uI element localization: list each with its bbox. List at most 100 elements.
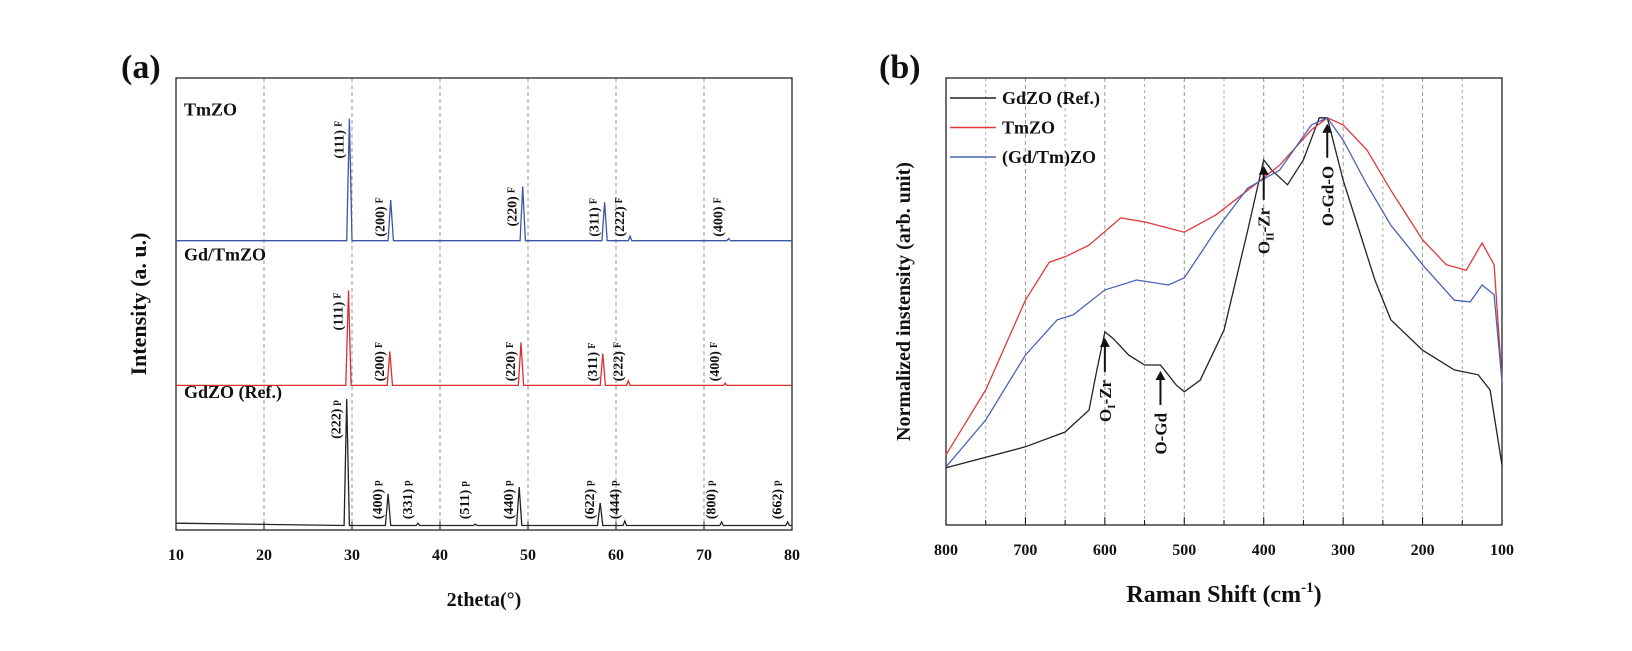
peak-label-sub: F (333, 121, 344, 127)
peak-label: (400) F (712, 197, 727, 236)
series-label: Gd/TmZO (184, 244, 266, 264)
peak-label: (200) F (374, 197, 389, 236)
annotation: OII-Zr (1255, 207, 1277, 254)
peak-label: (311) F (586, 343, 601, 382)
series-line (945, 117, 1503, 469)
x-tick-label: 600 (1093, 542, 1117, 559)
peak-label: (400) p (371, 480, 386, 519)
peak-label-sub: F (375, 197, 386, 203)
peak-label: (800) p (705, 480, 720, 519)
peak-label-text: (222) (613, 206, 628, 237)
arrow-head (1258, 165, 1269, 175)
peak-label-text: (222) (330, 408, 345, 439)
peak-label-text: (220) (504, 351, 519, 382)
annotation: O-Gd (1151, 412, 1170, 454)
peak-label-text: (220) (506, 196, 521, 227)
peak-label-text: (331) (401, 489, 416, 520)
peak-label-text: (200) (374, 206, 389, 237)
plot-frame (175, 77, 793, 531)
annotation: O-Gd-O (1318, 166, 1337, 226)
peak-label-sub: p (772, 480, 783, 486)
x-tick-label: 300 (1331, 542, 1355, 559)
peak-label: (220) F (506, 187, 521, 226)
peak-label-sub: p (331, 400, 342, 406)
annotation: OI-Zr (1096, 379, 1118, 422)
annotation-text: O-Gd (1151, 412, 1170, 454)
x-tick-label: 70 (696, 547, 712, 564)
peak-label: (440) p (502, 480, 517, 519)
peak-label: (200) F (373, 342, 388, 381)
peak-label-text: (311) (588, 207, 603, 237)
peak-label-text: (662) (771, 489, 786, 520)
peak-label: (662) p (771, 480, 786, 519)
peak-label-sub: F (589, 198, 600, 204)
peak-label-text: (622) (583, 489, 598, 520)
peak-label-text: (200) (373, 351, 388, 382)
peak-label: (400) F (708, 342, 723, 381)
annotation-rest: -Zr (1255, 207, 1274, 232)
peak-label-sub: F (507, 187, 518, 193)
y-axis-label: Intensity (a. u.) (126, 232, 151, 375)
peak-label-text: (111) (331, 301, 346, 330)
series-label: TmZO (184, 100, 237, 120)
peak-label: (222) F (613, 197, 628, 236)
legend-label: (Gd/Tm)ZO (1002, 147, 1096, 168)
series-label: GdZO (Ref.) (184, 382, 282, 403)
annotation-text: O-Gd-O (1318, 166, 1337, 226)
x-tick-label: 60 (608, 547, 624, 564)
peak-label-sub: p (459, 481, 470, 487)
peak-label-text: (311) (586, 351, 601, 381)
peak-label-sub: F (332, 293, 343, 299)
peak-label-text: (440) (502, 489, 517, 520)
peak-label: (222) p (330, 400, 345, 439)
arrow-head (1099, 337, 1110, 347)
x-tick-label: 30 (344, 547, 360, 564)
peak-label-text: (222) (611, 351, 626, 382)
x-tick-label: 700 (1013, 542, 1037, 559)
peak-label-text: (111) (332, 130, 347, 159)
annotation-rest: -Zr (1096, 379, 1115, 404)
peak-label-text: (400) (371, 489, 386, 520)
arrow-head (1155, 370, 1166, 380)
x-tick-label: 80 (784, 547, 800, 564)
series-line (175, 398, 792, 527)
x-axis-label-end: ) (1314, 582, 1322, 608)
x-tick-label: 800 (934, 542, 958, 559)
peak-label-sub: F (612, 342, 623, 348)
arrow-head (1322, 123, 1333, 133)
peak-label-sub: p (402, 480, 413, 486)
series-line (945, 116, 1503, 468)
peak-label-sub: p (372, 480, 383, 486)
peak-label: (331) p (401, 480, 416, 519)
peak-label-sub: F (614, 197, 625, 203)
peak-label-text: (511) (458, 489, 473, 519)
annotation-sub: I (1106, 404, 1118, 408)
series-line (945, 117, 1503, 456)
peak-label-sub: F (713, 197, 724, 203)
x-tick-label: 200 (1411, 542, 1435, 559)
peak-label: (111) F (332, 121, 347, 159)
peak-label-sub: p (503, 480, 514, 486)
x-tick-label: 100 (1490, 542, 1514, 559)
x-axis-label: 2theta(°) (447, 589, 522, 611)
peak-label: (622) p (583, 480, 598, 519)
peak-label-sub: p (609, 480, 620, 486)
peak-label-text: (800) (705, 489, 720, 520)
peak-label-text: (400) (712, 206, 727, 237)
x-tick-label: 40 (432, 547, 448, 564)
peak-label: (222) F (611, 342, 626, 381)
x-tick-label: 10 (168, 547, 184, 564)
annotation-text: O (1096, 409, 1115, 422)
peak-label: (311) F (588, 198, 603, 237)
plot-frame (945, 77, 1503, 526)
y-axis-label: Normalized instensity (arb. unit) (893, 162, 915, 441)
annotation-sub: II (1265, 232, 1277, 241)
peak-label-sub: p (706, 480, 717, 486)
series-line (176, 290, 792, 387)
peak-label: (220) F (504, 342, 519, 381)
peak-label: (511) p (458, 481, 473, 520)
x-tick-label: 400 (1252, 542, 1276, 559)
panel-label: (a) (121, 49, 161, 86)
series-line (176, 118, 792, 242)
